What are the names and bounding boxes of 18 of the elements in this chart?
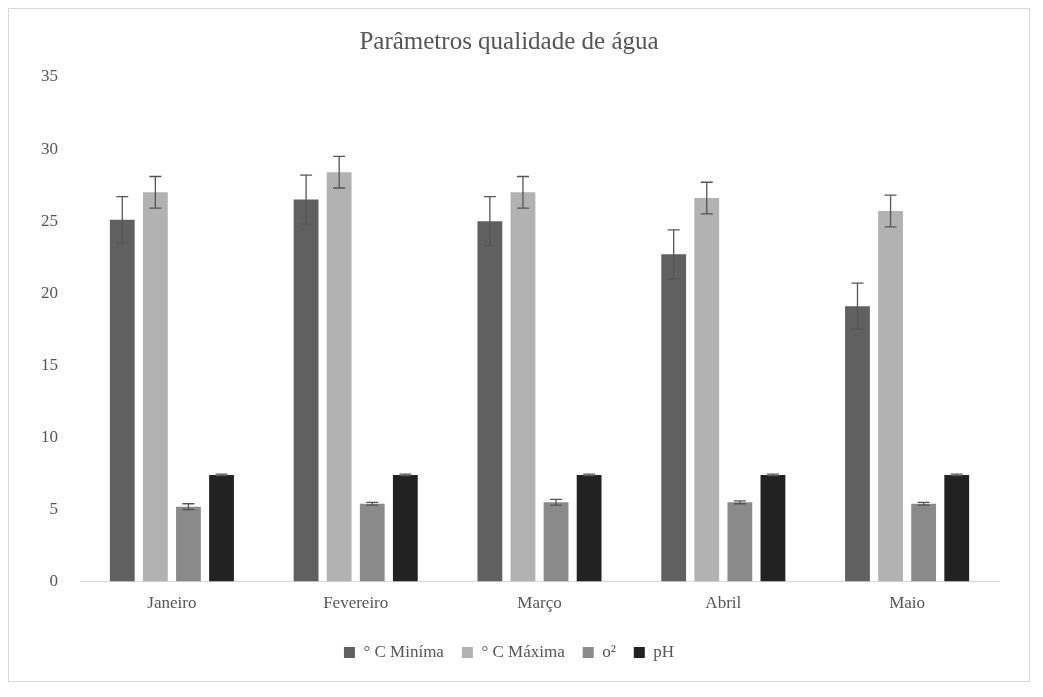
- y-tick-label: 25: [41, 210, 58, 230]
- legend-label: ° C Máxima: [481, 641, 566, 661]
- chart-title: Parâmetros qualidade de água: [359, 26, 659, 54]
- y-tick-label: 35: [41, 66, 58, 86]
- legend-label: pH: [653, 641, 675, 661]
- y-tick-label: 10: [41, 426, 58, 446]
- y-tick-label: 0: [49, 571, 58, 591]
- y-tick-label: 5: [49, 498, 58, 518]
- y-tick-label: 30: [41, 138, 58, 158]
- legend-label: ° C Miníma: [363, 641, 445, 661]
- legend-label: o²: [602, 641, 616, 661]
- x-tick-label: Abril: [705, 593, 742, 613]
- x-tick-label: Maio: [889, 593, 926, 613]
- x-tick-label: Março: [517, 593, 562, 613]
- y-tick-label: 15: [41, 354, 58, 374]
- x-tick-label: Janeiro: [147, 593, 197, 613]
- y-tick-label: 20: [41, 282, 58, 302]
- x-tick-label: Fevereiro: [323, 593, 389, 613]
